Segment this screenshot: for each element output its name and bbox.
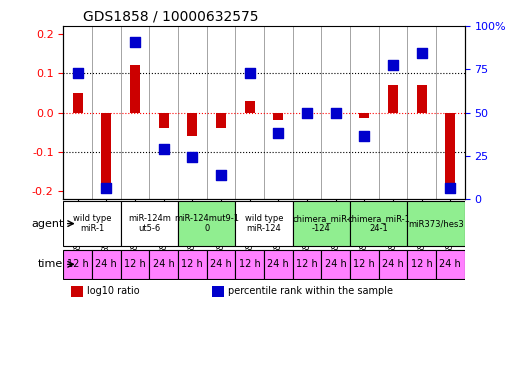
- Point: [360, 133, 369, 139]
- Bar: [417, 85, 427, 112]
- Bar: [274, 112, 284, 120]
- Bar: [359, 112, 369, 118]
- Text: 24 h: 24 h: [439, 260, 461, 269]
- Text: 12 h: 12 h: [296, 260, 318, 269]
- Point: [246, 70, 254, 76]
- FancyBboxPatch shape: [206, 250, 235, 279]
- Bar: [445, 112, 455, 191]
- Text: miR-124mut9-1
0: miR-124mut9-1 0: [174, 214, 239, 233]
- Text: 24 h: 24 h: [210, 260, 232, 269]
- Text: chimera_miR-
-124: chimera_miR- -124: [293, 214, 350, 233]
- Bar: [388, 85, 398, 112]
- FancyBboxPatch shape: [121, 250, 149, 279]
- FancyBboxPatch shape: [264, 250, 293, 279]
- Bar: [71, 286, 83, 297]
- FancyBboxPatch shape: [379, 250, 407, 279]
- Text: time: time: [38, 260, 63, 269]
- Text: log10 ratio: log10 ratio: [88, 286, 140, 296]
- Text: GDS1858 / 10000632575: GDS1858 / 10000632575: [83, 10, 259, 24]
- Text: miR373/hes3: miR373/hes3: [408, 219, 464, 228]
- FancyBboxPatch shape: [293, 201, 350, 246]
- FancyBboxPatch shape: [350, 250, 379, 279]
- Bar: [73, 93, 83, 112]
- Bar: [187, 112, 197, 136]
- Text: 24 h: 24 h: [268, 260, 289, 269]
- FancyBboxPatch shape: [149, 250, 178, 279]
- FancyBboxPatch shape: [178, 250, 206, 279]
- FancyBboxPatch shape: [235, 250, 264, 279]
- FancyBboxPatch shape: [350, 201, 407, 246]
- Point: [159, 146, 168, 152]
- Text: agent: agent: [31, 219, 63, 229]
- FancyBboxPatch shape: [121, 201, 178, 246]
- Bar: [216, 112, 226, 128]
- FancyBboxPatch shape: [63, 201, 121, 246]
- Bar: [212, 286, 224, 297]
- Text: miR-124m
ut5-6: miR-124m ut5-6: [128, 214, 171, 233]
- Text: wild type
miR-124: wild type miR-124: [245, 214, 283, 233]
- Text: 24 h: 24 h: [153, 260, 175, 269]
- FancyBboxPatch shape: [407, 201, 465, 246]
- Point: [131, 39, 139, 45]
- FancyBboxPatch shape: [322, 250, 350, 279]
- Bar: [101, 112, 111, 183]
- Text: wild type
miR-1: wild type miR-1: [73, 214, 111, 233]
- Bar: [302, 112, 312, 117]
- FancyBboxPatch shape: [293, 250, 322, 279]
- FancyBboxPatch shape: [436, 250, 465, 279]
- Point: [389, 63, 397, 69]
- Text: chimera_miR-1
24-1: chimera_miR-1 24-1: [347, 214, 410, 233]
- FancyBboxPatch shape: [63, 250, 92, 279]
- Bar: [331, 112, 341, 117]
- Point: [274, 130, 282, 136]
- Point: [446, 185, 455, 191]
- Point: [303, 110, 311, 116]
- Point: [332, 110, 340, 116]
- Text: 12 h: 12 h: [124, 260, 146, 269]
- FancyBboxPatch shape: [235, 201, 293, 246]
- Text: 12 h: 12 h: [239, 260, 260, 269]
- Text: 24 h: 24 h: [382, 260, 404, 269]
- Text: 12 h: 12 h: [353, 260, 375, 269]
- Point: [217, 172, 225, 178]
- FancyBboxPatch shape: [92, 250, 121, 279]
- Text: 12 h: 12 h: [411, 260, 432, 269]
- Text: percentile rank within the sample: percentile rank within the sample: [228, 286, 393, 296]
- FancyBboxPatch shape: [178, 201, 235, 246]
- Text: 12 h: 12 h: [182, 260, 203, 269]
- Point: [102, 185, 110, 191]
- Point: [418, 50, 426, 56]
- Text: 12 h: 12 h: [67, 260, 89, 269]
- Text: 24 h: 24 h: [325, 260, 346, 269]
- Point: [73, 70, 82, 76]
- Bar: [244, 101, 254, 112]
- Bar: [130, 66, 140, 112]
- Bar: [158, 112, 169, 128]
- Point: [188, 153, 196, 159]
- Text: 24 h: 24 h: [96, 260, 117, 269]
- FancyBboxPatch shape: [407, 250, 436, 279]
